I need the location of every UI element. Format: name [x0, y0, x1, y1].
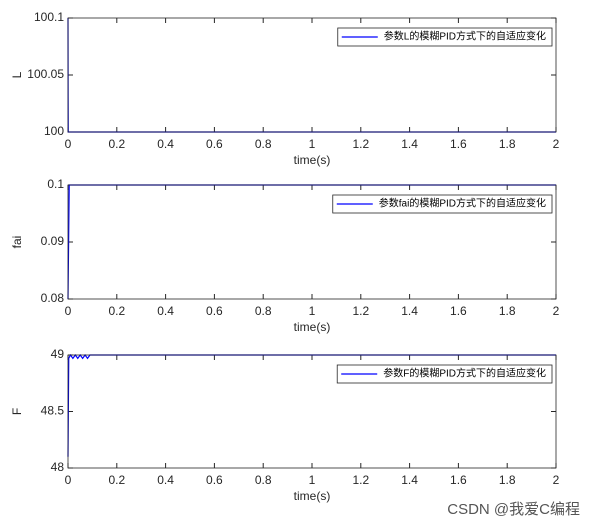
x-tick-label: 0 — [65, 304, 72, 318]
x-tick-label: 0.8 — [255, 304, 272, 318]
x-tick-label: 0.6 — [206, 137, 223, 151]
y-tick-label: 100.05 — [27, 67, 64, 81]
x-tick-label: 1 — [309, 473, 316, 487]
x-tick-label: 1.4 — [401, 304, 418, 318]
x-axis-label: time(s) — [294, 153, 331, 167]
axes-box — [67, 17, 557, 133]
x-tick-label: 1.8 — [499, 473, 516, 487]
x-tick-label: 1.2 — [352, 473, 369, 487]
data-line — [67, 353, 556, 457]
legend: 参数fai的模糊PID方式下的自适应变化 — [332, 194, 553, 214]
x-tick-label: 2 — [553, 304, 560, 318]
legend-box — [332, 194, 553, 214]
x-tick-label: 1.4 — [401, 137, 418, 151]
x-tick-label: 1.2 — [352, 304, 369, 318]
x-tick-label: 0.6 — [206, 304, 223, 318]
y-tick-label: 49 — [51, 347, 65, 361]
x-tick-label: 1.2 — [352, 137, 369, 151]
y-tick-label: 100 — [44, 124, 64, 138]
x-tick-label: 0.2 — [108, 137, 125, 151]
axes-box — [67, 354, 557, 469]
axes-box — [67, 184, 557, 300]
x-tick-label: 0.8 — [255, 473, 272, 487]
legend-box — [337, 27, 553, 47]
x-tick-label: 0.2 — [108, 473, 125, 487]
x-tick-label: 1.6 — [450, 137, 467, 151]
y-axis-label: L — [10, 71, 24, 78]
legend-box — [336, 364, 553, 384]
x-tick-label: 0.4 — [157, 137, 174, 151]
legend: 参数F的模糊PID方式下的自适应变化 — [336, 364, 553, 384]
x-tick-label: 0 — [65, 137, 72, 151]
legend-label: 参数fai的模糊PID方式下的自适应变化 — [379, 197, 546, 210]
watermark: CSDN @我爱C编程 — [447, 501, 580, 518]
x-tick-label: 1 — [309, 137, 316, 151]
x-tick-label: 0.4 — [157, 473, 174, 487]
x-tick-label: 2 — [553, 473, 560, 487]
y-tick-label: 0.09 — [41, 234, 65, 248]
x-tick-label: 1 — [309, 304, 316, 318]
x-tick-label: 0.2 — [108, 304, 125, 318]
x-tick-label: 0.6 — [206, 473, 223, 487]
x-tick-label: 1.6 — [450, 304, 467, 318]
x-tick-label: 1.6 — [450, 473, 467, 487]
legend-label: 参数F的模糊PID方式下的自适应变化 — [383, 367, 546, 380]
legend-label: 参数L的模糊PID方式下的自适应变化 — [384, 30, 546, 43]
x-tick-label: 1.4 — [401, 473, 418, 487]
x-axis-label: time(s) — [294, 320, 331, 334]
y-tick-label: 100.1 — [34, 10, 64, 24]
x-axis-label: time(s) — [294, 489, 331, 503]
x-tick-label: 0.4 — [157, 304, 174, 318]
x-tick-label: 1.8 — [499, 137, 516, 151]
y-tick-label: 0.1 — [47, 177, 64, 191]
y-axis-label: fai — [10, 236, 24, 249]
y-tick-label: 0.08 — [41, 291, 65, 305]
x-tick-label: 0 — [65, 473, 72, 487]
legend: 参数L的模糊PID方式下的自适应变化 — [337, 27, 553, 47]
x-tick-label: 1.8 — [499, 304, 516, 318]
y-tick-label: 48.5 — [41, 404, 65, 418]
y-axis-label: F — [10, 408, 24, 415]
y-tick-label: 48 — [51, 460, 65, 474]
x-tick-label: 2 — [553, 137, 560, 151]
x-tick-label: 0.8 — [255, 137, 272, 151]
